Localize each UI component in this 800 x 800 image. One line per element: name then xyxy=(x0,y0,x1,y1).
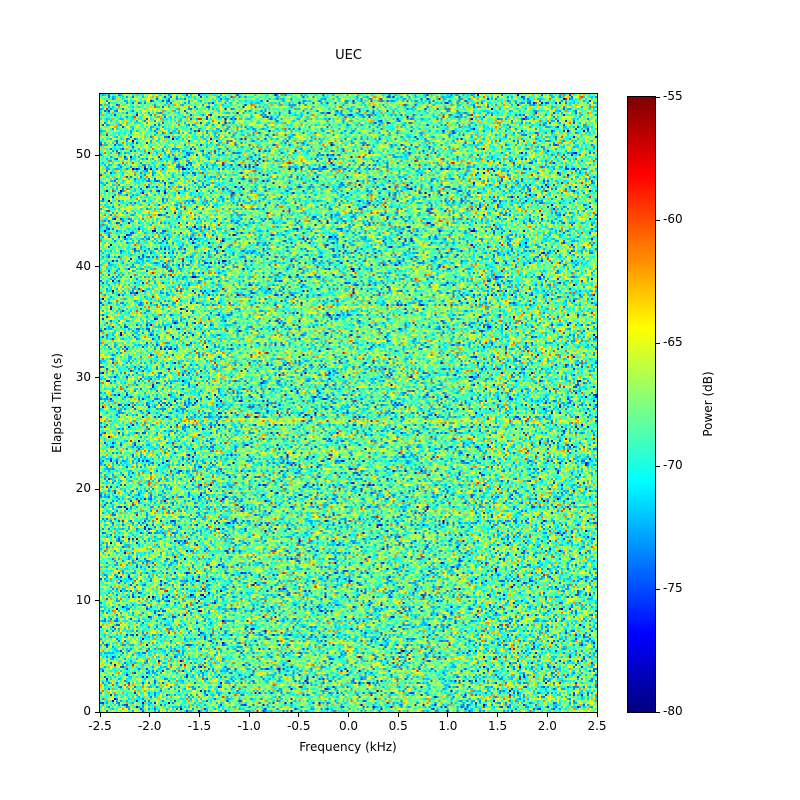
colorbar-tick-mark xyxy=(656,219,660,221)
x-tick-label: 0.0 xyxy=(338,719,359,733)
y-tick-mark xyxy=(95,266,99,268)
heatmap-canvas xyxy=(100,94,597,712)
x-tick-label: 1.5 xyxy=(488,719,508,733)
colorbar-canvas xyxy=(628,97,655,712)
x-tick-mark xyxy=(497,713,499,717)
x-tick-mark xyxy=(596,713,598,717)
x-tick-mark xyxy=(99,713,101,717)
y-tick-label: 0 xyxy=(83,704,91,718)
y-tick-mark xyxy=(95,488,99,490)
colorbar-tick-label: -70 xyxy=(663,458,683,472)
plot-title: UEC xyxy=(335,48,362,63)
x-tick-label: -2.5 xyxy=(88,719,112,733)
x-tick-mark xyxy=(149,713,151,717)
colorbar-tick-mark xyxy=(656,96,660,98)
colorbar-tick-label: -75 xyxy=(663,581,683,595)
x-tick-mark xyxy=(248,713,250,717)
x-tick-label: -1.0 xyxy=(237,719,261,733)
colorbar-tick-label: -80 xyxy=(663,704,683,718)
x-tick-mark xyxy=(348,713,349,717)
colorbar-tick-label: -65 xyxy=(663,335,683,349)
y-tick-mark xyxy=(95,711,99,713)
x-tick-mark xyxy=(447,713,449,717)
y-tick-label: 30 xyxy=(75,369,91,384)
colorbar-tick-label: -55 xyxy=(663,89,683,103)
x-tick-label: -0.5 xyxy=(287,719,311,733)
x-tick-label: 0.5 xyxy=(388,719,408,733)
colorbar-tick-mark xyxy=(656,465,660,467)
x-axis-label: Frequency (kHz) xyxy=(299,740,397,754)
colorbar-tick-mark xyxy=(656,711,660,713)
heatmap-plot xyxy=(99,93,598,713)
y-tick-mark xyxy=(95,377,99,379)
y-tick-label: 10 xyxy=(75,592,91,607)
colorbar-label: Power (dB) xyxy=(701,371,715,437)
x-tick-label: -2.0 xyxy=(137,719,162,733)
y-tick-mark xyxy=(95,154,99,156)
x-tick-mark xyxy=(298,713,300,717)
x-tick-mark xyxy=(198,713,200,717)
x-tick-mark xyxy=(546,713,548,717)
x-tick-mark xyxy=(397,713,399,717)
colorbar-tick-label: -60 xyxy=(663,212,683,226)
y-tick-label: 20 xyxy=(75,481,91,496)
y-tick-mark xyxy=(95,600,99,602)
y-axis-label: Elapsed Time (s) xyxy=(50,353,64,453)
colorbar-tick-mark xyxy=(656,588,660,590)
colorbar-tick-mark xyxy=(656,342,660,344)
y-tick-label: 50 xyxy=(75,147,91,162)
x-tick-label: 2.0 xyxy=(537,719,557,733)
x-tick-label: -1.5 xyxy=(187,719,212,733)
colorbar xyxy=(627,96,656,713)
x-tick-label: 1.0 xyxy=(438,719,458,733)
y-tick-label: 40 xyxy=(75,258,91,273)
x-tick-label: 2.5 xyxy=(587,719,607,733)
